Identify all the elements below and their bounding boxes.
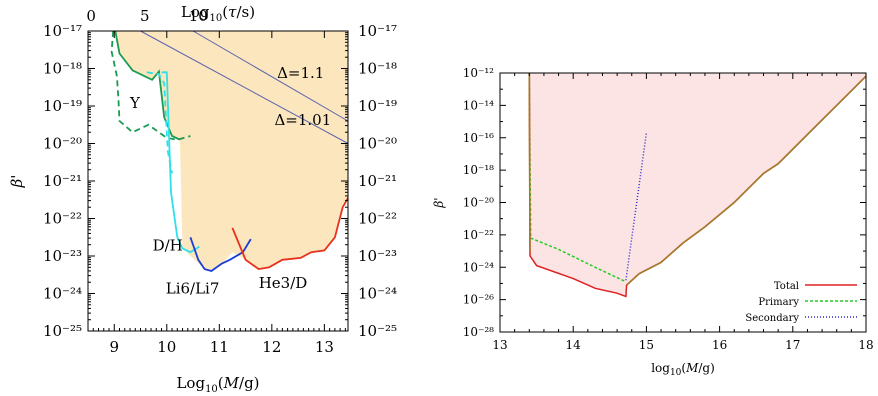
legend-label-primary: Primary — [758, 297, 799, 308]
series-line-y — [114, 30, 181, 141]
excluded-region — [529, 73, 866, 297]
series-line-1-01 — [140, 30, 349, 144]
y-tick-label-right: 10⁻¹⁷ — [358, 22, 397, 40]
series-line-1-1 — [192, 30, 349, 122]
x-tick-label: 13 — [315, 338, 334, 356]
x-axis-label: Log10(M/g) — [176, 374, 259, 395]
top-tick-label: 10 — [189, 7, 208, 25]
y-tick-label-right: 10⁻²⁴ — [358, 285, 397, 303]
y-tick-label: 10⁻²⁴ — [463, 260, 494, 274]
left-chart: 9 10 11 12 13 0 5 10 10⁻¹⁷ 10⁻¹⁷ 10⁻¹⁸ 10⁻¹⁸ 10⁻¹⁹ 10… — [8, 3, 397, 395]
y-tick-label: 10⁻²² — [43, 210, 82, 228]
series-line-overlap-left — [528, 72, 531, 252]
annotation-1-1: Δ=1.1 — [277, 64, 324, 82]
y-tick-label-right: 10⁻²⁵ — [358, 322, 397, 340]
y-tick-label: 10⁻²⁴ — [43, 285, 82, 303]
y-axis-label: β' — [8, 175, 26, 189]
x-tick-label: 16 — [712, 338, 727, 352]
right-chart: 13 14 15 16 17 18 10⁻¹² 10⁻¹⁴ 10⁻¹⁶ 10⁻¹⁸ 10⁻²⁰ 10⁻… — [432, 66, 874, 378]
x-tick-label: 13 — [492, 338, 507, 352]
legend-label-total: Total — [774, 281, 799, 292]
y-tick-label-right: 10⁻¹⁹ — [358, 97, 397, 115]
series-line-overlap — [626, 75, 867, 286]
y-tick-label: 10⁻¹⁸ — [43, 60, 82, 78]
y-tick-label: 10⁻¹⁹ — [43, 97, 82, 115]
y-tick-label: 10⁻²⁰ — [463, 196, 494, 210]
y-tick-label: 10⁻²⁶ — [463, 293, 494, 307]
excluded-region — [115, 31, 348, 271]
y-axis-label: β' — [432, 197, 446, 208]
annotation-li6-li7: Li6/Li7 — [166, 280, 220, 298]
annotation-he3-d: He3/D — [259, 274, 308, 292]
series-line-li6-li7 — [189, 237, 252, 272]
x-tick-label: 18 — [858, 338, 873, 352]
top-axis-label: Log10(τ/s) — [181, 3, 255, 24]
y-tick-label: 10⁻¹⁷ — [43, 22, 82, 40]
y-tick-label: 10⁻²⁸ — [463, 325, 494, 339]
y-tick-label: 10⁻²² — [463, 228, 494, 242]
y-tick-label: 10⁻¹⁴ — [463, 98, 494, 112]
x-tick-label: 15 — [639, 338, 654, 352]
x-tick-label: 9 — [109, 338, 119, 356]
y-tick-label: 10⁻¹⁶ — [463, 131, 494, 145]
y-tick-label: 10⁻¹² — [463, 66, 494, 80]
series-line-he3-d — [231, 197, 349, 271]
series-line-line-1 — [110, 30, 191, 141]
legend-label-secondary: Secondary — [745, 313, 799, 324]
y-tick-label-right: 10⁻²¹ — [358, 172, 397, 190]
series-line-d-h — [161, 71, 200, 254]
x-tick-label: 17 — [785, 338, 800, 352]
y-tick-label-right: 10⁻¹⁸ — [358, 60, 397, 78]
x-tick-label: 14 — [566, 338, 582, 352]
series-line-line-3 — [146, 71, 173, 174]
y-tick-label-right: 10⁻²² — [358, 210, 397, 228]
top-tick-label: 5 — [140, 7, 150, 25]
x-tick-label: 10 — [157, 338, 176, 356]
y-tick-label: 10⁻²⁵ — [43, 322, 82, 340]
x-tick-label: 12 — [262, 338, 281, 356]
annotation-d-h: D/H — [153, 236, 183, 254]
y-tick-label: 10⁻²³ — [43, 247, 82, 265]
series-line-secondary — [625, 132, 648, 281]
annotation-1-01: Δ=1.01 — [274, 111, 331, 129]
y-tick-label: 10⁻²⁰ — [43, 135, 82, 153]
x-tick-label: 11 — [210, 338, 229, 356]
y-tick-label-right: 10⁻²⁰ — [358, 135, 397, 153]
y-tick-label: 10⁻²¹ — [43, 172, 82, 190]
y-tick-label: 10⁻¹⁸ — [463, 163, 494, 177]
y-tick-label-right: 10⁻²³ — [358, 247, 397, 265]
top-tick-label: 0 — [86, 7, 96, 25]
x-axis-label: log10(M/g) — [651, 361, 715, 378]
annotation-y: Y — [129, 94, 141, 112]
